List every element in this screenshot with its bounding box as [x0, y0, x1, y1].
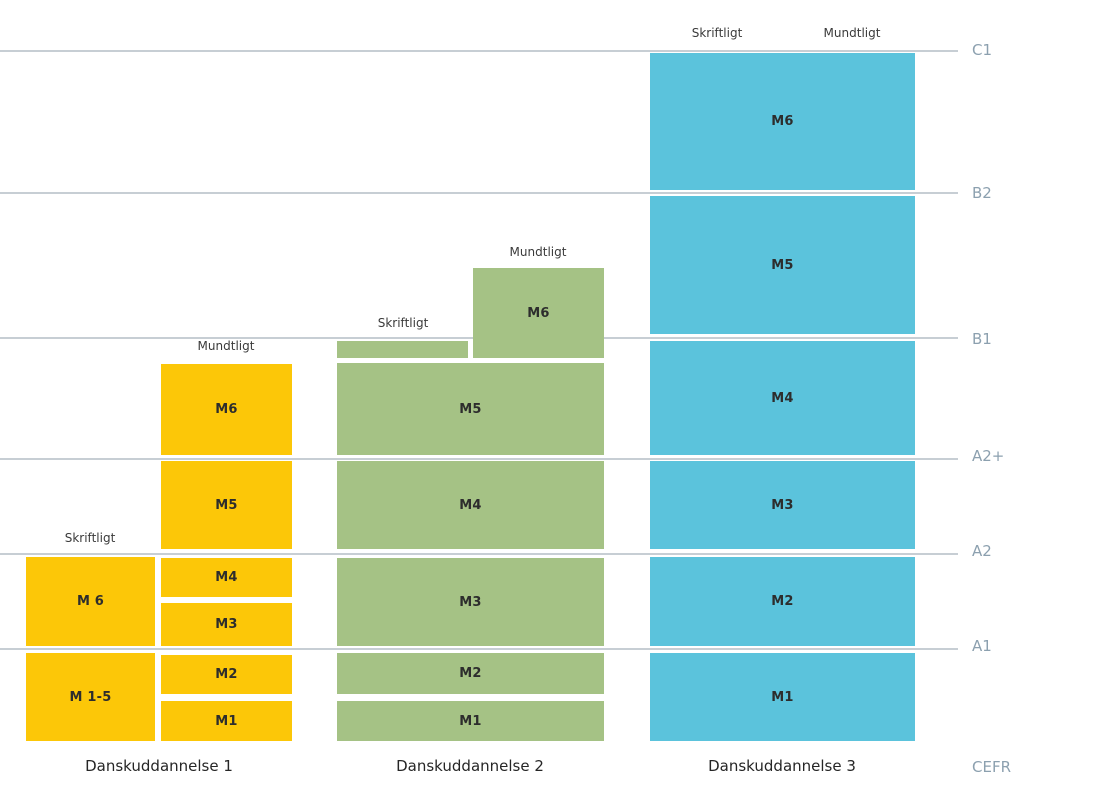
- cefr-level-label-a2: A2: [972, 542, 992, 560]
- track-label-mundtligt: Mundtligt: [197, 339, 255, 353]
- module-block-m1: M1: [337, 701, 604, 741]
- module-block-m2: M2: [337, 653, 604, 694]
- module-block-m2: M2: [161, 655, 292, 694]
- module-block-m4: M4: [161, 558, 292, 597]
- track-label-skriftligt: Skriftligt: [64, 531, 116, 545]
- module-block-m6: M6: [650, 53, 915, 190]
- module-block-m6: M 6: [26, 557, 155, 646]
- module-block-m1: M1: [161, 701, 292, 741]
- gridline-b2: [0, 192, 958, 194]
- module-block-m1-5: M 1-5: [26, 653, 155, 741]
- gridline-a2: [0, 553, 958, 555]
- module-block-m3: M3: [650, 461, 915, 549]
- module-block-m5: M5: [337, 363, 604, 455]
- module-block-m6: M6: [473, 268, 604, 358]
- module-block: [337, 341, 468, 358]
- cefr-level-label-a1: A1: [972, 637, 992, 655]
- module-block-m4: M4: [337, 461, 604, 549]
- module-block-m5: M5: [161, 461, 292, 549]
- module-block-m2: M2: [650, 557, 915, 646]
- cefr-level-label-b2: B2: [972, 184, 992, 202]
- column-title-1: Danskuddannelse 1: [85, 757, 233, 775]
- module-block-m3: M3: [337, 558, 604, 646]
- column-title-2: Danskuddannelse 2: [396, 757, 544, 775]
- gridline-a2+: [0, 458, 958, 460]
- module-block-m6: M6: [161, 364, 292, 455]
- track-label-skriftligt: Skriftligt: [377, 316, 429, 330]
- module-block-m1: M1: [650, 653, 915, 741]
- track-label-mundtligt: Mundtligt: [823, 26, 881, 40]
- track-label-mundtligt: Mundtligt: [509, 245, 567, 259]
- cefr-level-label-c1: C1: [972, 41, 993, 59]
- cefr-axis-title: CEFR: [972, 758, 1012, 776]
- track-label-skriftligt: Skriftligt: [691, 26, 743, 40]
- module-block-m3: M3: [161, 603, 292, 646]
- column-title-3: Danskuddannelse 3: [708, 757, 856, 775]
- gridline-c1: [0, 50, 958, 52]
- gridline-a1: [0, 648, 958, 650]
- module-block-m5: M5: [650, 196, 915, 334]
- cefr-level-label-a2+: A2+: [972, 447, 1005, 465]
- module-block-m4: M4: [650, 341, 915, 455]
- cefr-level-label-b1: B1: [972, 330, 992, 348]
